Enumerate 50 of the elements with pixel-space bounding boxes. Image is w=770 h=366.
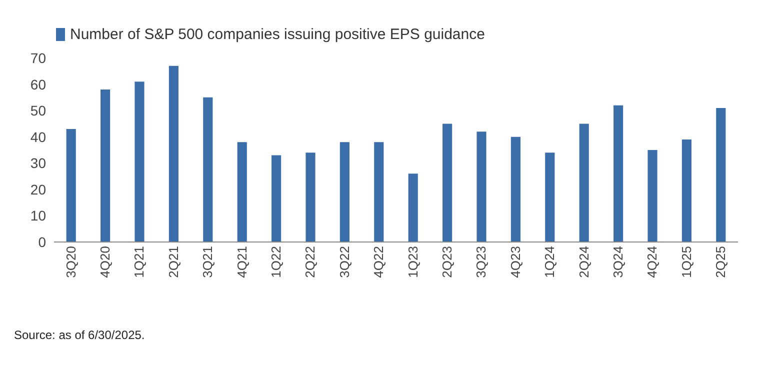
x-tick-label: 3Q21 [200, 246, 216, 278]
y-tick-label: 70 [30, 50, 46, 66]
y-tick-label: 0 [38, 234, 46, 250]
bar [648, 150, 658, 242]
bar [408, 174, 418, 242]
x-tick-label: 2Q22 [302, 246, 318, 278]
bar [682, 139, 692, 242]
x-tick-label: 2Q25 [713, 246, 728, 278]
x-tick-label: 2Q21 [166, 246, 181, 278]
y-tick-label: 60 [30, 76, 46, 92]
y-tick-label: 10 [30, 208, 46, 224]
x-tick-label: 3Q22 [336, 246, 352, 278]
x-tick-label: 4Q24 [644, 246, 660, 278]
bar [134, 82, 144, 242]
x-tick-label: 1Q23 [405, 246, 420, 278]
x-tick-label: 1Q21 [132, 246, 147, 278]
bar [168, 66, 178, 242]
bar [203, 97, 213, 242]
x-tick-label: 1Q25 [678, 246, 694, 278]
x-tick-label: 2Q23 [440, 246, 455, 278]
bar [237, 142, 247, 242]
x-tick-label: 2Q24 [576, 246, 592, 278]
y-tick-label: 40 [30, 128, 46, 145]
x-tick-label: 3Q23 [474, 246, 489, 278]
x-tick-label: 4Q21 [234, 246, 250, 278]
bar [374, 142, 384, 242]
x-tick-label: 3Q24 [610, 246, 626, 278]
x-tick-label: 4Q22 [371, 246, 386, 278]
x-tick-label: 1Q24 [542, 246, 558, 278]
x-tick-label: 1Q22 [268, 246, 284, 278]
bar [476, 132, 486, 242]
bar [272, 155, 282, 242]
legend-label: Number of S&P 500 companies issuing positive EPS guidance [70, 26, 485, 43]
x-tick-label: 3Q20 [63, 246, 78, 278]
bar [614, 105, 624, 242]
bar [545, 152, 555, 242]
bar [716, 108, 726, 242]
bar [340, 142, 350, 242]
y-tick-label: 50 [30, 102, 46, 119]
bar [66, 128, 76, 242]
bar [306, 152, 316, 242]
bar [442, 124, 452, 242]
y-tick-label: 30 [30, 155, 46, 172]
y-tick-label: 20 [30, 181, 46, 198]
x-tick-label: 4Q20 [98, 246, 113, 278]
source-note: Source: as of 6/30/2025. [14, 328, 145, 342]
bar [510, 136, 520, 242]
x-tick-label: 4Q23 [508, 246, 523, 278]
bar [100, 90, 110, 242]
bar [579, 124, 589, 242]
